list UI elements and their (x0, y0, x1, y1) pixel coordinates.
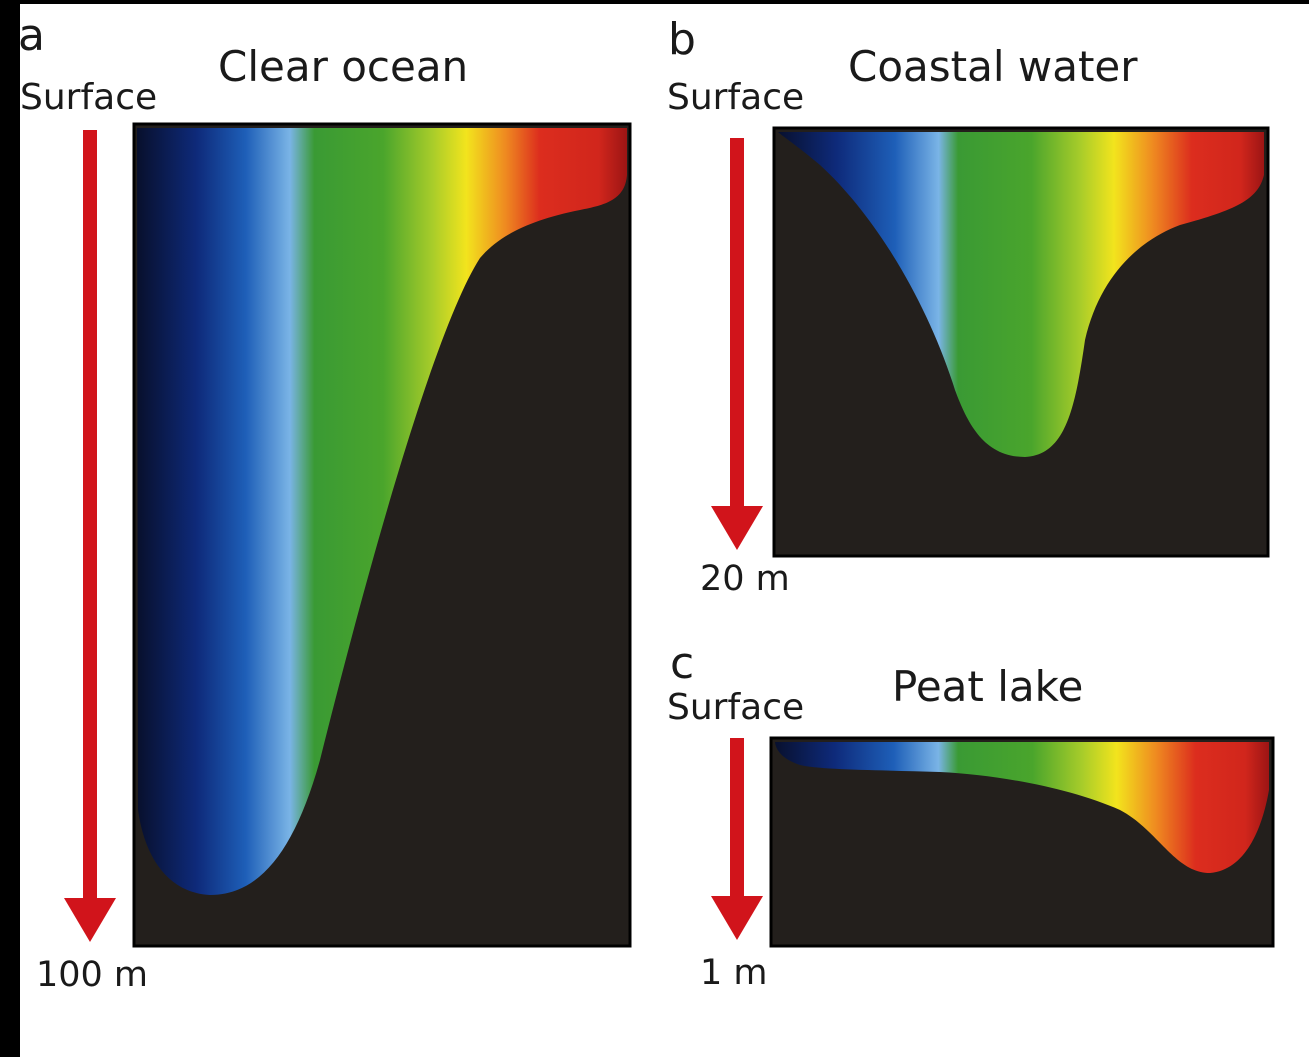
panel-a-depth-arrow (64, 130, 116, 942)
panel-c-depth-arrow (711, 738, 763, 940)
panel-b-arrow-shaft (730, 138, 744, 510)
panel-b-depth-label: 20 m (700, 559, 790, 599)
panel-c-surface-label: Surface (667, 687, 805, 728)
panel-c (769, 736, 1275, 948)
panel-a-title: Clear ocean (218, 42, 469, 91)
panel-c-arrow-shaft (730, 738, 744, 900)
panel-b-depth-arrow (711, 138, 763, 550)
panel-b-arrow-head (711, 506, 763, 550)
panel-c-letter: c (670, 638, 695, 689)
panel-a-depth-label: 100 m (36, 955, 149, 995)
panel-b-title: Coastal water (848, 42, 1138, 91)
panel-c-light-spectrum (775, 742, 1269, 873)
panel-b (772, 126, 1270, 558)
panel-a-light-spectrum (137, 128, 627, 895)
panel-c-arrow-head (711, 896, 763, 940)
panel-b-light-spectrum (778, 132, 1264, 457)
panel-a (132, 122, 632, 948)
panel-a-surface-label: Surface (20, 77, 158, 118)
panel-a-arrow-shaft (83, 130, 97, 902)
panel-c-title: Peat lake (892, 662, 1084, 711)
panel-a-letter: a (18, 10, 45, 61)
panel-a-arrow-head (64, 898, 116, 942)
panel-b-letter: b (668, 14, 696, 65)
panel-c-depth-label: 1 m (700, 953, 768, 993)
panel-b-surface-label: Surface (667, 77, 805, 118)
